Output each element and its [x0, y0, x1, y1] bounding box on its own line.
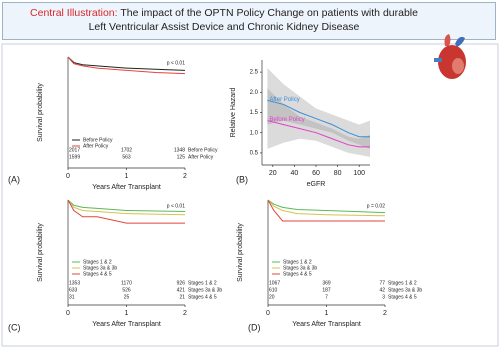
at-risk-count: 563	[122, 154, 131, 160]
at-risk-group: Stages 3a & 3b	[188, 287, 222, 293]
series-line	[67, 56, 186, 71]
y-axis-label: Relative Hazard	[230, 87, 237, 137]
at-risk-count: 125	[177, 154, 186, 160]
series-label: Before Policy	[269, 117, 304, 123]
p-value: p = 0.02	[367, 203, 385, 209]
header-label: Central Illustration:	[30, 7, 118, 19]
legend-label: Stages 1 & 2	[283, 259, 312, 265]
at-risk-count: 1170	[121, 280, 132, 286]
x-axis-label: Years After Transplant	[92, 321, 161, 328]
at-risk-count: 526	[122, 287, 131, 293]
at-risk-group: Stages 1 & 2	[188, 280, 217, 286]
x-tick-label: 80	[334, 170, 342, 177]
series-line	[267, 199, 386, 214]
at-risk-count: 610	[269, 287, 278, 293]
panel-label: (D)	[248, 322, 261, 332]
header: Central Illustration: The impact of the …	[2, 2, 496, 40]
panel-label: (C)	[8, 322, 21, 332]
x-axis-label: Years After Transplant	[292, 321, 361, 328]
legend-label: Before Policy	[83, 137, 113, 143]
panel-label: (A)	[8, 174, 20, 184]
heart-icon	[434, 34, 466, 79]
x-axis-label: Years After Transplant	[92, 184, 161, 191]
at-risk-count: 31	[69, 294, 75, 300]
x-tick-label: 0	[66, 173, 70, 180]
y-axis-label: Survival probability	[237, 223, 244, 282]
at-risk-count: 1348	[174, 147, 185, 153]
at-risk-count: 1353	[69, 280, 80, 286]
confidence-band	[267, 88, 370, 157]
legend-label: Stages 4 & 5	[283, 271, 312, 277]
x-tick-label: 100	[353, 170, 365, 177]
series-line	[67, 199, 186, 213]
at-risk-count: 421	[177, 287, 186, 293]
x-tick-label: 0	[66, 310, 70, 317]
series-line	[267, 99, 370, 138]
confidence-band	[267, 68, 370, 149]
x-tick-label: 1	[325, 310, 329, 317]
panel-label: (B)	[236, 174, 248, 184]
series-line	[267, 199, 385, 222]
y-tick-label: 1.5	[250, 110, 259, 116]
y-tick-label: 1.0	[250, 130, 259, 136]
y-tick-label: 0.5	[250, 150, 259, 156]
legend-label: Stages 3a & 3b	[83, 265, 117, 271]
at-risk-count: 369	[322, 280, 331, 286]
x-tick-label: 60	[312, 170, 320, 177]
legend-label: After Policy	[83, 143, 109, 149]
series-label: After Policy	[269, 97, 299, 103]
x-tick-label: 1	[125, 310, 129, 317]
x-tick-label: 2	[183, 173, 187, 180]
header-title: The impact of the OPTN Policy Change on …	[88, 7, 418, 33]
series-line	[67, 199, 186, 216]
series-line	[67, 56, 186, 75]
legend-label: Stages 4 & 5	[83, 271, 112, 277]
at-risk-group: Stages 3a & 3b	[388, 287, 422, 293]
at-risk-count: 3	[382, 294, 385, 300]
at-risk-group: After Policy	[188, 154, 214, 160]
y-tick-label: 2.0	[250, 90, 259, 96]
panel-frame	[1, 43, 499, 347]
x-axis-label: eGFR	[307, 181, 326, 188]
series-line	[267, 199, 386, 217]
at-risk-count: 42	[379, 287, 385, 293]
at-risk-count: 1067	[269, 280, 280, 286]
at-risk-group: Before Policy	[188, 147, 218, 153]
at-risk-count: 633	[69, 287, 78, 293]
at-risk-count: 2017	[69, 147, 80, 153]
at-risk-count: 25	[124, 294, 130, 300]
p-value: p < 0.01	[167, 60, 185, 66]
y-axis-label: Survival probability	[37, 223, 44, 282]
at-risk-count: 1702	[121, 147, 132, 153]
at-risk-group: Stages 1 & 2	[388, 280, 417, 286]
at-risk-count: 7	[325, 294, 328, 300]
x-tick-label: 0	[266, 310, 270, 317]
x-tick-label: 2	[383, 310, 387, 317]
p-value: p < 0.01	[167, 203, 185, 209]
y-axis-label: Survival probability	[37, 83, 44, 142]
x-tick-label: 1	[125, 173, 129, 180]
at-risk-group: Stages 4 & 5	[188, 294, 217, 300]
x-tick-label: 20	[269, 170, 277, 177]
legend-label: Stages 3a & 3b	[283, 265, 317, 271]
series-line	[67, 199, 185, 224]
y-tick-label: 2.5	[250, 70, 259, 76]
at-risk-count: 187	[322, 287, 331, 293]
at-risk-group: Stages 4 & 5	[388, 294, 417, 300]
x-tick-label: 40	[291, 170, 299, 177]
at-risk-count: 926	[177, 280, 186, 286]
series-line	[267, 120, 370, 148]
at-risk-count: 21	[179, 294, 185, 300]
legend-label: Stages 1 & 2	[83, 259, 112, 265]
at-risk-count: 1599	[69, 154, 80, 160]
at-risk-count: 77	[379, 280, 385, 286]
x-tick-label: 2	[183, 310, 187, 317]
at-risk-count: 20	[269, 294, 275, 300]
